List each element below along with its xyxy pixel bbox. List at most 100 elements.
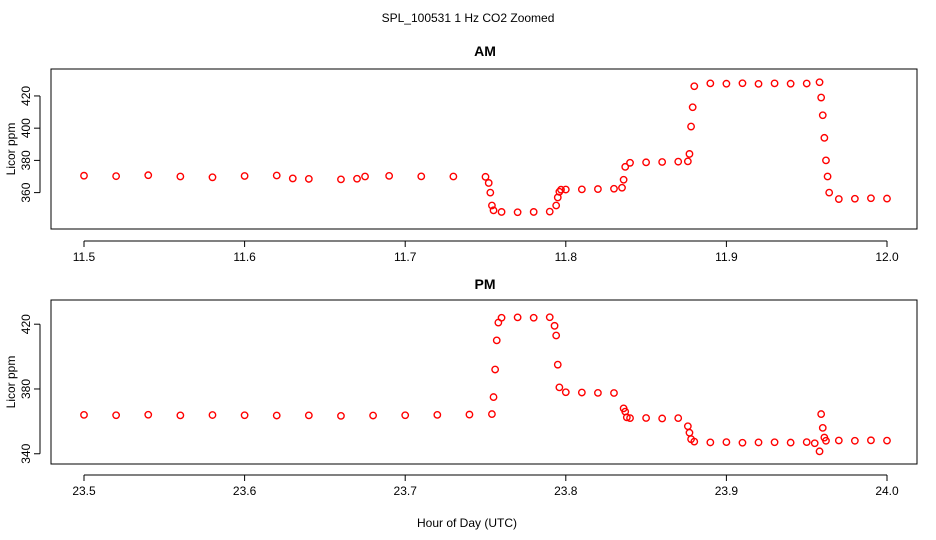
pm-data-point [658,414,667,423]
am-data-point [658,158,667,166]
am-data-point [867,194,875,203]
pm-x-tick-label: 23.9 [715,484,739,498]
am-data-point [618,183,626,192]
pm-data-point [491,365,500,374]
am-data-point [557,185,565,194]
am-data-point [529,208,538,216]
am-x-tick-label: 11.6 [233,250,256,264]
am-data-point [626,158,634,167]
pm-x-tick-label: 23.5 [72,484,96,498]
am-y-tick-label: 400 [19,118,33,138]
pm-data-point [433,410,442,419]
am-data-point [818,111,827,120]
am-data-point [688,103,697,112]
pm-data-point [610,389,618,397]
pm-data-points [80,313,891,456]
am-x-tick-label: 11.9 [715,250,738,264]
am-data-point [621,162,630,171]
pm-data-point [822,436,830,445]
am-data-point [687,122,695,131]
am-data-point [272,171,281,180]
pm-data-point [465,410,474,419]
am-data-point [706,79,715,88]
pm-y-axis: 340 380 420 [19,314,41,464]
am-data-point [825,188,834,197]
am-data-point [449,172,458,181]
am-data-point [552,201,561,210]
pm-y-tick-label: 380 [19,379,33,399]
am-data-point [610,184,618,193]
am-y-tick-label: 420 [19,86,33,106]
pm-data-point [497,313,506,322]
pm-data-point [550,321,559,330]
pm-data-point [513,313,522,322]
pm-data-point [577,388,586,397]
am-data-point [738,79,747,88]
am-data-point [577,185,586,194]
am-ylabel: Licor ppm [4,123,18,176]
pm-data-point [304,411,313,420]
am-data-point [497,208,506,216]
am-data-point [489,206,498,215]
am-data-point [642,158,650,167]
pm-data-point [176,411,185,420]
am-data-point [288,174,297,183]
am-data-point [850,194,859,203]
am-y-axis: 360 380 400 420 [19,86,41,203]
pm-data-point [770,438,779,447]
pm-data-point [272,411,281,420]
am-data-point [80,171,88,180]
am-data-point [555,187,564,196]
pm-data-point [867,436,875,445]
pm-data-point [240,411,249,420]
pm-data-point [810,439,819,448]
pm-data-point [112,411,121,420]
pm-y-tick-label: 340 [19,443,33,463]
pm-x-tick-label: 24.0 [875,484,899,498]
am-data-point [337,175,345,184]
figure-xlabel: Hour of Day (UTC) [417,516,517,530]
pm-data-point [488,410,496,418]
pm-data-point [642,414,650,422]
pm-x-axis: 23.5 23.6 23.7 23.8 23.9 24.0 [72,474,899,498]
am-data-point [353,174,361,183]
am-data-point [561,185,570,194]
pm-data-point [594,388,602,397]
am-data-point [594,185,602,193]
am-x-tick-label: 11.8 [555,250,578,264]
pm-data-point [802,438,811,446]
pm-data-point [706,438,715,447]
pm-data-point [674,414,683,423]
pm-data-point [883,436,891,445]
am-data-point [208,173,217,182]
pm-data-point [369,411,377,420]
pm-y-tick-label: 420 [19,314,33,334]
pm-data-point [561,388,570,397]
pm-data-point [622,413,631,422]
pm-ylabel: Licor ppm [4,356,18,409]
am-panel-title: AM [474,43,496,59]
am-data-point [488,201,496,210]
am-data-point [820,133,829,142]
am-data-point [112,172,121,181]
am-y-tick-label: 380 [19,150,33,170]
am-data-point [690,82,699,91]
pm-data-point [754,438,763,447]
pm-data-point [337,411,345,420]
am-data-point [822,156,830,165]
am-data-point [683,157,692,166]
am-data-point [817,93,826,102]
pm-data-point [489,393,498,401]
am-data-point [176,172,185,181]
pm-data-point [555,383,564,392]
pm-data-point [80,410,88,419]
am-data-point [685,150,694,158]
am-data-point [385,171,394,180]
am-data-point [823,172,832,181]
pm-data-point [545,313,554,322]
am-data-point [484,179,493,187]
pm-data-point [553,360,562,369]
